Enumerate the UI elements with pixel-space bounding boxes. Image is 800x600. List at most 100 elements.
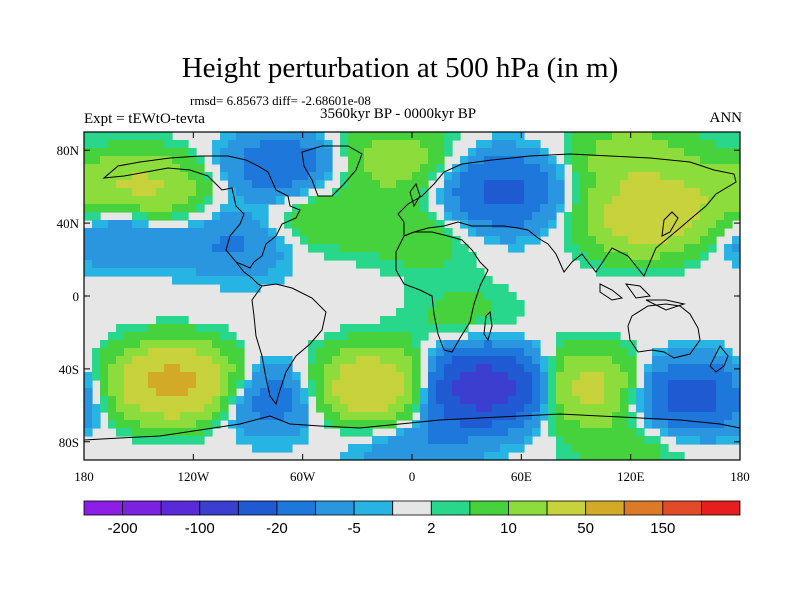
field-cell — [204, 180, 213, 189]
field-cell — [132, 420, 141, 429]
field-cell — [420, 404, 429, 413]
field-cell — [404, 140, 413, 149]
field-cell — [164, 372, 173, 381]
field-cell — [580, 444, 589, 453]
field-cell — [476, 404, 485, 413]
field-cell — [604, 252, 613, 261]
field-cell — [228, 244, 237, 253]
field-cell — [388, 244, 397, 253]
field-cell — [452, 188, 461, 197]
field-cell — [692, 428, 701, 437]
field-cell — [164, 396, 173, 405]
coastline-maritime-continent — [599, 283, 686, 311]
field-cell — [388, 228, 397, 237]
field-cell — [580, 372, 589, 381]
field-cell — [268, 444, 277, 453]
field-cell — [228, 396, 237, 405]
field-cell — [692, 348, 701, 357]
field-cell — [572, 252, 581, 261]
field-cell — [452, 308, 461, 317]
field-cell — [412, 204, 421, 213]
field-cell — [412, 196, 421, 205]
field-cell — [572, 372, 581, 381]
field-cell — [644, 188, 653, 197]
field-cell — [564, 364, 573, 373]
field-cell — [372, 348, 381, 357]
field-cell — [300, 228, 309, 237]
field-cell — [188, 420, 197, 429]
field-cell — [420, 316, 429, 325]
field-cell — [596, 348, 605, 357]
field-cell — [468, 436, 477, 445]
field-cell — [668, 388, 677, 397]
colorbar-swatch — [430, 500, 471, 516]
field-cell — [596, 436, 605, 445]
field-cell — [596, 404, 605, 413]
field-cell — [356, 220, 365, 229]
field-cell — [92, 172, 101, 181]
field-cell — [732, 132, 740, 141]
field-cell — [308, 164, 317, 173]
field-cell — [364, 396, 373, 405]
field-cell — [476, 300, 485, 309]
field-cell — [204, 276, 213, 285]
field-cell — [108, 244, 117, 253]
field-cell — [180, 244, 189, 253]
field-cell — [420, 156, 429, 165]
field-cell — [252, 404, 261, 413]
field-cell — [340, 412, 349, 421]
field-cell — [204, 220, 213, 229]
field-cell — [292, 180, 301, 189]
field-cell — [436, 292, 445, 301]
field-cell — [164, 340, 173, 349]
field-cell — [148, 204, 157, 213]
field-cell — [380, 204, 389, 213]
field-cell — [580, 452, 589, 460]
field-cell — [556, 404, 565, 413]
coastline-britain — [409, 182, 421, 208]
map-title: Height perturbation at 500 hPa (in m) — [181, 52, 619, 84]
field-cell — [588, 220, 597, 229]
field-cell — [156, 244, 165, 253]
field-cell — [700, 388, 709, 397]
field-cell — [700, 412, 709, 421]
field-cell — [244, 132, 253, 141]
field-cell — [108, 156, 117, 165]
field-cell — [316, 340, 325, 349]
field-cell — [92, 188, 101, 197]
field-cell — [148, 340, 157, 349]
field-cell — [236, 396, 245, 405]
field-cell — [116, 380, 125, 389]
field-cell — [628, 212, 637, 221]
field-cell — [412, 356, 421, 365]
field-cell — [700, 428, 709, 437]
field-cell — [428, 308, 437, 317]
field-cell — [308, 364, 317, 373]
field-cell — [340, 348, 349, 357]
field-cell — [732, 180, 740, 189]
field-cell — [460, 396, 469, 405]
field-cell — [356, 396, 365, 405]
field-cell — [516, 212, 525, 221]
field-cell — [620, 180, 629, 189]
field-cell — [396, 204, 405, 213]
field-cell — [644, 220, 653, 229]
field-cell — [516, 332, 525, 341]
field-cell — [620, 372, 629, 381]
field-cell — [660, 228, 669, 237]
field-cell — [244, 260, 253, 269]
period-label: 3560kyr BP - 0000kyr BP — [320, 106, 477, 122]
field-cell — [612, 252, 621, 261]
field-cell — [508, 244, 517, 253]
field-cell — [700, 364, 709, 373]
field-cell — [636, 388, 645, 397]
field-cell — [212, 404, 221, 413]
field-cell — [260, 444, 269, 453]
field-cell — [676, 436, 685, 445]
field-cell — [308, 196, 317, 205]
lat-tick-label: 80S — [59, 435, 79, 450]
field-cell — [692, 436, 701, 445]
field-cell — [692, 412, 701, 421]
field-cell — [204, 340, 213, 349]
colorbar-swatch — [315, 500, 355, 516]
